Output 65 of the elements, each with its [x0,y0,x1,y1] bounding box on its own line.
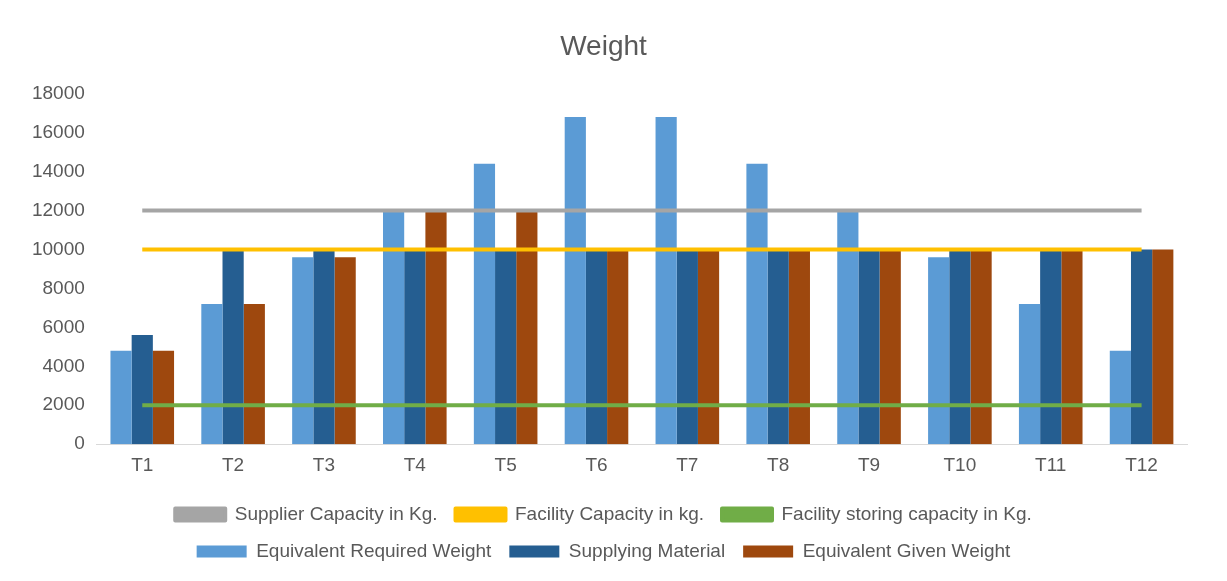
y-tick-label: 16000 [31,120,85,142]
bar [1040,249,1062,445]
bar [949,249,971,445]
bar [383,210,405,445]
x-tick-label: T12 [1125,453,1158,475]
bar [473,163,496,445]
x-tick-label: T6 [585,453,608,475]
bar [243,303,265,445]
legend-label: Facility Capacity in kg. [515,502,705,524]
bar [292,257,314,445]
legend-label: Equivalent Required Weight [256,539,493,561]
bar [1109,350,1131,445]
x-tick-label: T7 [676,453,699,475]
y-tick-label: 14000 [31,159,85,181]
bar [879,249,901,445]
bar [1152,249,1174,445]
y-tick-label: 12000 [31,198,85,220]
bar [970,249,992,445]
y-tick-label: 0 [74,432,85,454]
y-tick-label: 2000 [42,393,85,415]
x-tick-label: T11 [1035,453,1067,475]
bar [131,335,153,445]
x-tick-label: T5 [494,453,517,475]
x-tick-label: T10 [943,453,977,475]
x-tick-label: T1 [131,453,154,475]
bar [607,249,629,445]
bar [655,116,677,445]
bar [334,257,356,445]
bar [404,249,426,445]
bar [858,249,880,445]
legend-label: Supplier Capacity in Kg. [234,502,438,524]
bar [697,249,720,445]
bar [313,249,335,445]
x-tick-label: T9 [857,453,881,475]
bar [495,249,517,445]
y-tick-label: 6000 [42,315,85,337]
legend-label: Facility storing capacity in Kg. [781,502,1032,524]
x-tick-label: T3 [312,453,336,475]
bar [676,249,698,445]
bar [564,116,586,445]
bar [746,163,768,445]
bar [425,210,447,445]
chart-title: Weight [560,29,648,61]
x-tick-label: T8 [767,453,790,475]
legend-label: Equivalent Given Weight [802,539,1012,561]
x-tick-label: T2 [222,453,245,475]
bar [516,210,538,445]
legend-label: Supplying Material [568,539,726,561]
bar [110,350,132,445]
y-tick-label: 4000 [42,354,85,376]
bar [928,257,950,445]
bar [1018,303,1041,445]
bar [767,249,789,445]
x-tick-label: T4 [403,453,427,475]
bar [1061,249,1083,445]
bar [222,249,244,445]
y-tick-label: 8000 [42,276,85,298]
y-tick-label: 18000 [31,81,85,103]
bar [201,303,223,445]
bar [152,350,175,445]
bar [837,210,859,445]
bar [1130,249,1153,445]
bar [585,249,608,445]
bar [788,249,810,445]
y-tick-label: 10000 [31,237,85,259]
